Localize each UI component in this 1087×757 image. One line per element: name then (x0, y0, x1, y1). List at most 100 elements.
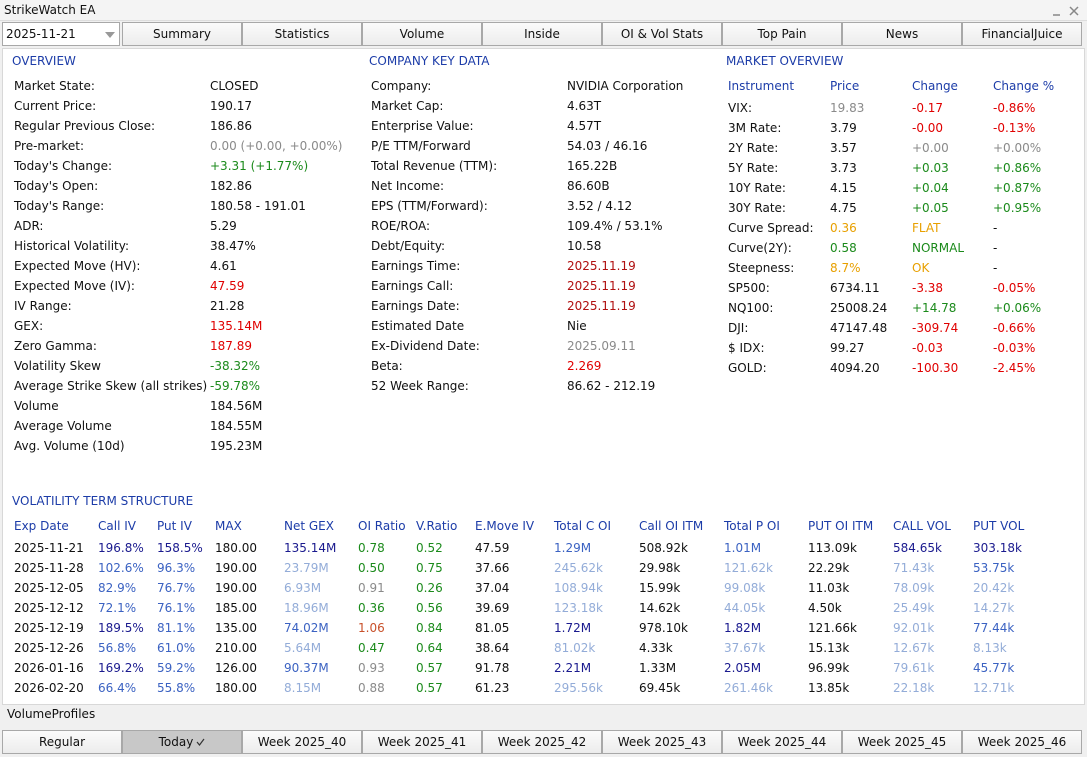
tab-label: Week 2025_43 (617, 735, 707, 749)
table-cell: 0.58 (830, 241, 857, 255)
table-cell: 23.79M (284, 561, 329, 575)
table-cell: $ IDX: (728, 341, 765, 355)
tab[interactable]: Week 2025_42 (482, 730, 602, 754)
table-cell: +14.78 (912, 301, 957, 315)
table-cell: 4.15 (830, 181, 857, 195)
table-cell: NORMAL (912, 241, 965, 255)
table-cell: 78.09k (893, 581, 935, 595)
column-header: Exp Date (14, 519, 69, 533)
field-label: Enterprise Value: (371, 119, 474, 133)
table-cell: 10Y Rate: (728, 181, 786, 195)
table-cell: 2.05M (724, 661, 762, 675)
field-label: Zero Gamma: (14, 339, 97, 353)
tab[interactable]: Volume (362, 22, 482, 46)
tab[interactable]: FinancialJuice (962, 22, 1082, 46)
table-cell: 20.42k (973, 581, 1015, 595)
field-value: 184.55M (210, 419, 263, 433)
table-cell: - (993, 241, 998, 255)
field-value: 0.00 (+0.00, +0.00%) (210, 139, 343, 153)
table-cell: 303.18k (973, 541, 1022, 555)
table-cell: 4.50k (808, 601, 842, 615)
table-cell: 11.03k (808, 581, 850, 595)
table-cell: 121.66k (808, 621, 857, 635)
table-cell: 158.5% (157, 541, 203, 555)
table-cell: 0.52 (416, 541, 443, 555)
column-header: Price (830, 79, 860, 93)
section-label: VolumeProfiles (7, 707, 96, 721)
tab[interactable]: Today (122, 730, 242, 754)
tab-label: News (885, 27, 919, 41)
column-header: Change % (993, 79, 1055, 93)
field-value: Nie (567, 319, 587, 333)
field-value: 86.60B (567, 179, 610, 193)
field-label: Debt/Equity: (371, 239, 446, 253)
tab[interactable]: Inside (482, 22, 602, 46)
tab[interactable]: Week 2025_41 (362, 730, 482, 754)
table-cell: 99.08k (724, 581, 766, 595)
table-cell: +0.87% (993, 181, 1042, 195)
table-cell: 96.99k (808, 661, 850, 675)
table-cell: 2026-01-16 (14, 661, 84, 675)
tab[interactable]: Top Pain (722, 22, 842, 46)
table-cell: 72.1% (98, 601, 137, 615)
table-cell: 169.2% (98, 661, 144, 675)
window-controls[interactable] (1051, 4, 1081, 18)
tab[interactable]: Statistics (242, 22, 362, 46)
field-label: Earnings Time: (371, 259, 461, 273)
column-header: Call IV (98, 519, 136, 533)
section-title: MARKET OVERVIEW (726, 54, 844, 68)
field-label: 52 Week Range: (371, 379, 469, 393)
field-value: 5.29 (210, 219, 237, 233)
table-cell: +0.03 (912, 161, 949, 175)
tab-label: Week 2025_42 (497, 735, 587, 749)
table-cell: 0.57 (416, 661, 443, 675)
window-title: StrikeWatch EA (4, 3, 96, 17)
table-cell: VIX: (728, 101, 753, 115)
field-value: 4.63T (567, 99, 602, 113)
table-cell: 0.78 (358, 541, 385, 555)
table-cell: 15.99k (639, 581, 681, 595)
table-cell: -0.00 (912, 121, 944, 135)
tab[interactable]: Week 2025_40 (242, 730, 362, 754)
tab[interactable]: Regular (2, 730, 122, 754)
tab-label: Statistics (274, 27, 330, 41)
table-cell: 1.01M (724, 541, 762, 555)
table-cell: 25.49k (893, 601, 935, 615)
field-value: +3.31 (+1.77%) (210, 159, 309, 173)
table-cell: DJI: (728, 321, 749, 335)
table-cell: 76.7% (157, 581, 196, 595)
table-cell: 1.06 (358, 621, 385, 635)
tab[interactable]: OI & Vol Stats (602, 22, 722, 46)
tab[interactable]: Week 2025_46 (962, 730, 1082, 754)
table-cell: 45.77k (973, 661, 1015, 675)
column-header: MAX (215, 519, 242, 533)
table-cell: 584.65k (893, 541, 942, 555)
table-cell: 0.50 (358, 561, 385, 575)
column-header: PUT OI ITM (808, 519, 874, 533)
date-combobox[interactable]: 2025-11-21 (2, 22, 120, 46)
table-cell: 79.61k (893, 661, 935, 675)
table-cell: 6.93M (284, 581, 322, 595)
field-value: 2025.11.19 (567, 259, 636, 273)
table-cell: 92.01k (893, 621, 935, 635)
table-cell: 18.96M (284, 601, 329, 615)
tab[interactable]: Summary (122, 22, 242, 46)
table-cell: 245.62k (554, 561, 603, 575)
table-cell: 37.67k (724, 641, 766, 655)
tab[interactable]: Week 2025_43 (602, 730, 722, 754)
table-cell: 77.44k (973, 621, 1015, 635)
table-cell: 508.92k (639, 541, 688, 555)
column-header: Total P OI (724, 519, 780, 533)
tab[interactable]: Week 2025_45 (842, 730, 962, 754)
field-value: 2025.11.19 (567, 279, 636, 293)
tab[interactable]: News (842, 22, 962, 46)
tab-label: Inside (524, 27, 560, 41)
tab[interactable]: Week 2025_44 (722, 730, 842, 754)
date-value: 2025-11-21 (6, 27, 76, 41)
table-cell: -0.66% (993, 321, 1036, 335)
table-cell: 0.26 (416, 581, 443, 595)
field-label: Average Strike Skew (all strikes) (14, 379, 208, 393)
field-value: 2025.09.11 (567, 339, 636, 353)
table-cell: +0.86% (993, 161, 1042, 175)
field-label: Expected Move (HV): (14, 259, 141, 273)
